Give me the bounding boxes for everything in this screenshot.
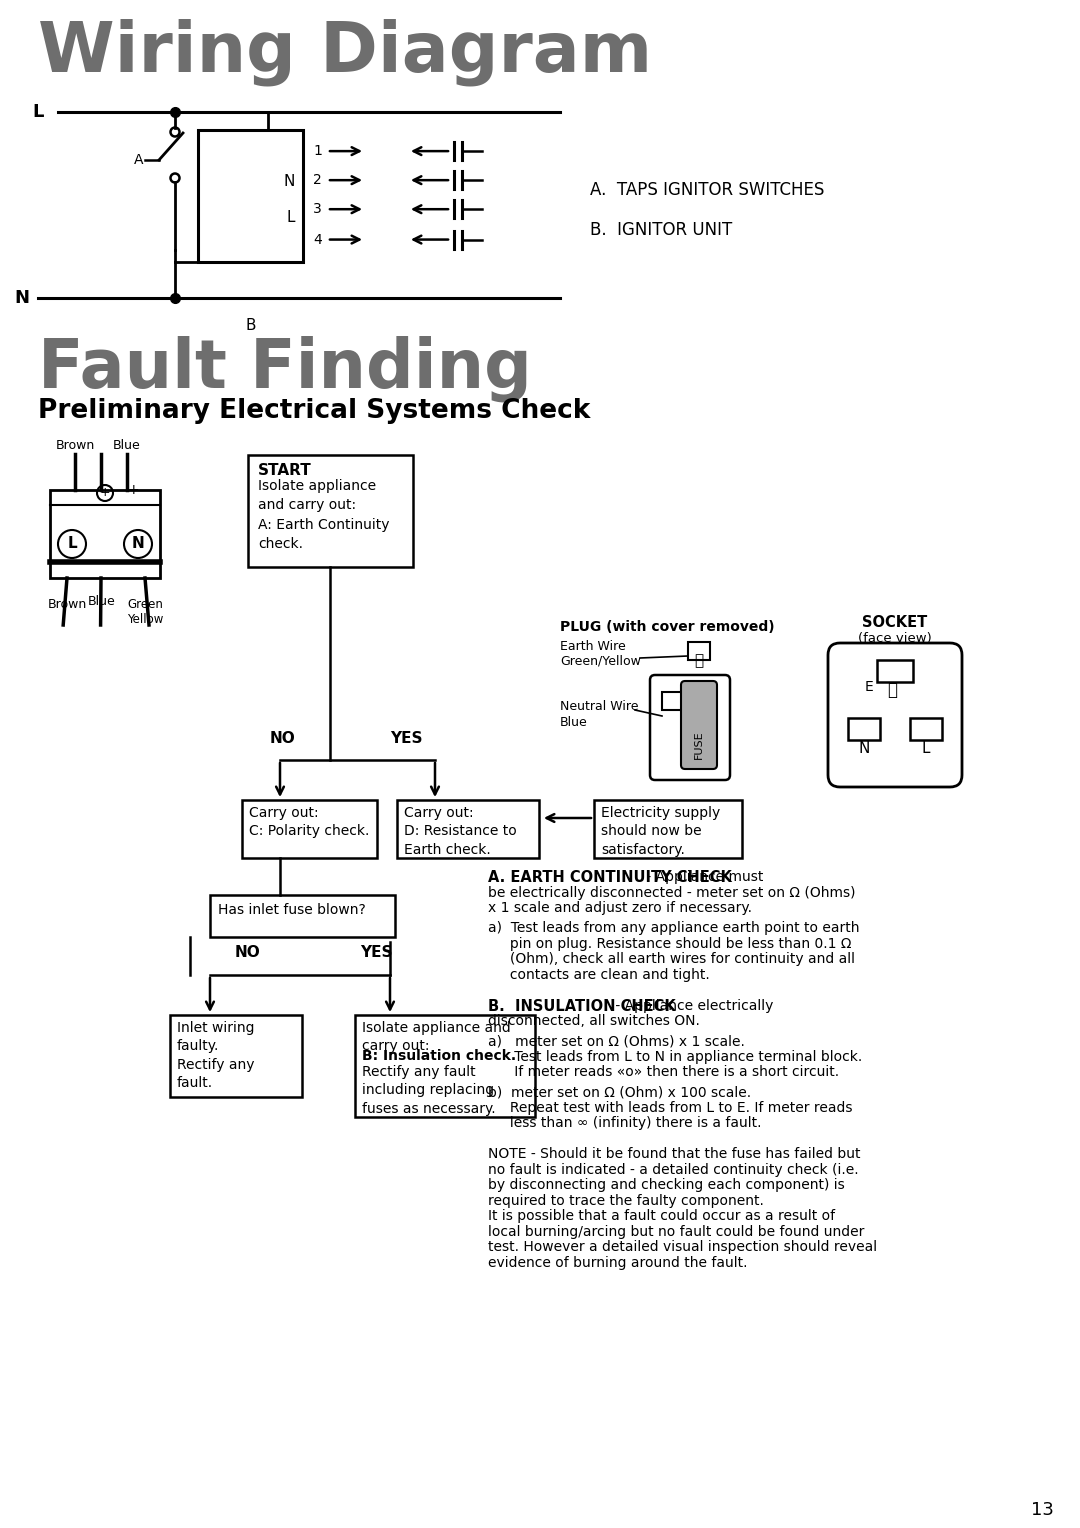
Bar [594, 801, 742, 859]
Text: Rectify any fault
including replacing
fuses as necessary.: Rectify any fault including replacing fu… [362, 1065, 496, 1115]
Text: L: L [32, 102, 43, 121]
Bar [848, 718, 880, 740]
Text: pin on plug. Resistance should be less than 0.1 Ω: pin on plug. Resistance should be less t… [488, 937, 851, 950]
Text: contacts are clean and tight.: contacts are clean and tight. [488, 967, 710, 981]
Bar [210, 895, 395, 937]
Text: PLUG (with cover removed): PLUG (with cover removed) [561, 620, 774, 634]
Text: Preliminary Electrical Systems Check: Preliminary Electrical Systems Check [38, 397, 591, 423]
Text: 3: 3 [313, 202, 322, 215]
Bar [877, 660, 913, 681]
Text: Neutral Wire: Neutral Wire [561, 700, 638, 714]
Text: Wiring Diagram: Wiring Diagram [38, 18, 652, 86]
Text: by disconnecting and checking each component) is: by disconnecting and checking each compo… [488, 1178, 845, 1192]
Text: evidence of burning around the fault.: evidence of burning around the fault. [488, 1256, 747, 1270]
Text: Isolate appliance
and carry out:
A: Earth Continuity
check.: Isolate appliance and carry out: A: Eart… [258, 478, 390, 552]
Text: 2: 2 [313, 173, 322, 186]
Text: NO: NO [235, 944, 260, 960]
Text: YES: YES [390, 730, 422, 746]
Text: Brown: Brown [48, 597, 86, 611]
Bar [688, 642, 710, 660]
Text: A.  TAPS IGNITOR SWITCHES: A. TAPS IGNITOR SWITCHES [590, 180, 824, 199]
Text: Blue: Blue [561, 717, 588, 729]
Bar [355, 1015, 535, 1117]
Text: +: + [127, 483, 139, 497]
Text: required to trace the faulty component.: required to trace the faulty component. [488, 1193, 764, 1209]
Bar [248, 455, 413, 567]
Text: test. However a detailed visual inspection should reveal: test. However a detailed visual inspecti… [488, 1241, 877, 1254]
Text: It is possible that a fault could occur as a result of: It is possible that a fault could occur … [488, 1210, 835, 1224]
Bar [910, 718, 942, 740]
Text: +: + [99, 486, 110, 500]
Text: FUSE: FUSE [694, 730, 704, 758]
Text: - Appliance electrically: - Appliance electrically [611, 999, 773, 1013]
Text: N: N [14, 289, 29, 307]
Bar [198, 130, 303, 261]
FancyBboxPatch shape [681, 681, 717, 769]
Text: Carry out:
D: Resistance to
Earth check.: Carry out: D: Resistance to Earth check. [404, 805, 516, 857]
Text: Carry out:
C: Polarity check.: Carry out: C: Polarity check. [249, 805, 369, 839]
Text: If meter reads «o» then there is a short circuit.: If meter reads «o» then there is a short… [488, 1065, 839, 1079]
Text: Blue: Blue [113, 439, 140, 452]
Text: 4: 4 [313, 232, 322, 246]
Text: L: L [921, 741, 930, 756]
Text: A. EARTH CONTINUITY CHECK: A. EARTH CONTINUITY CHECK [488, 869, 732, 885]
Text: Inlet wiring
faulty.
Rectify any
fault.: Inlet wiring faulty. Rectify any fault. [177, 1021, 255, 1089]
Text: Green
Yellow: Green Yellow [126, 597, 163, 626]
Text: Electricity supply
should now be
satisfactory.: Electricity supply should now be satisfa… [600, 805, 720, 857]
Text: YES: YES [360, 944, 392, 960]
Text: local burning/arcing but no fault could be found under: local burning/arcing but no fault could … [488, 1225, 864, 1239]
Text: Brown: Brown [55, 439, 95, 452]
Text: E: E [865, 680, 874, 694]
Text: SOCKET: SOCKET [862, 614, 928, 630]
Text: Blue: Blue [89, 594, 116, 608]
Text: N: N [859, 741, 869, 756]
Text: 1: 1 [313, 144, 322, 157]
Text: no fault is indicated - a detailed continuity check (i.e.: no fault is indicated - a detailed conti… [488, 1163, 859, 1177]
Text: b)  meter set on Ω (Ohm) x 100 scale.: b) meter set on Ω (Ohm) x 100 scale. [488, 1085, 751, 1100]
Text: be electrically disconnected - meter set on Ω (Ohms): be electrically disconnected - meter set… [488, 886, 855, 900]
Text: 13: 13 [1030, 1500, 1053, 1519]
Bar [662, 692, 684, 711]
Text: NO: NO [270, 730, 296, 746]
Text: N: N [284, 174, 295, 188]
Text: START: START [258, 463, 312, 478]
Text: ⏚: ⏚ [887, 681, 897, 698]
Text: Earth Wire: Earth Wire [561, 640, 625, 652]
Text: Fault Finding: Fault Finding [38, 335, 531, 402]
Text: B.  IGNITOR UNIT: B. IGNITOR UNIT [590, 222, 732, 238]
Text: - Appliance must: - Appliance must [642, 869, 764, 885]
Text: L: L [286, 211, 295, 226]
Text: Isolate appliance and
carry out:: Isolate appliance and carry out: [362, 1021, 511, 1053]
Text: less than ∞ (infinity) there is a fault.: less than ∞ (infinity) there is a fault. [488, 1117, 761, 1131]
Text: A: A [134, 153, 143, 167]
Text: a)   meter set on Ω (Ohms) x 1 scale.: a) meter set on Ω (Ohms) x 1 scale. [488, 1034, 745, 1048]
Text: (face view): (face view) [859, 633, 932, 645]
Text: (Ohm), check all earth wires for continuity and all: (Ohm), check all earth wires for continu… [488, 952, 855, 966]
Bar [242, 801, 377, 859]
Text: ⏚: ⏚ [694, 652, 703, 668]
Text: disconnected, all switches ON.: disconnected, all switches ON. [488, 1015, 700, 1028]
Text: x 1 scale and adjust zero if necessary.: x 1 scale and adjust zero if necessary. [488, 902, 752, 915]
Text: B: Insulation check.: B: Insulation check. [362, 1050, 516, 1063]
Text: Repeat test with leads from L to E. If meter reads: Repeat test with leads from L to E. If m… [488, 1102, 852, 1115]
Text: B.  INSULATION CHECK: B. INSULATION CHECK [488, 999, 676, 1013]
Bar [170, 1015, 302, 1097]
Text: Test leads from L to N in appliance terminal block.: Test leads from L to N in appliance term… [488, 1050, 862, 1063]
Text: N: N [132, 536, 145, 552]
Text: L: L [67, 536, 77, 552]
Text: Green/Yellow: Green/Yellow [561, 656, 640, 668]
Text: B: B [245, 318, 256, 333]
Text: a)  Test leads from any appliance earth point to earth: a) Test leads from any appliance earth p… [488, 921, 860, 935]
Text: NOTE - Should it be found that the fuse has failed but: NOTE - Should it be found that the fuse … [488, 1148, 861, 1161]
Text: Has inlet fuse blown?: Has inlet fuse blown? [218, 903, 366, 917]
Bar [397, 801, 539, 859]
